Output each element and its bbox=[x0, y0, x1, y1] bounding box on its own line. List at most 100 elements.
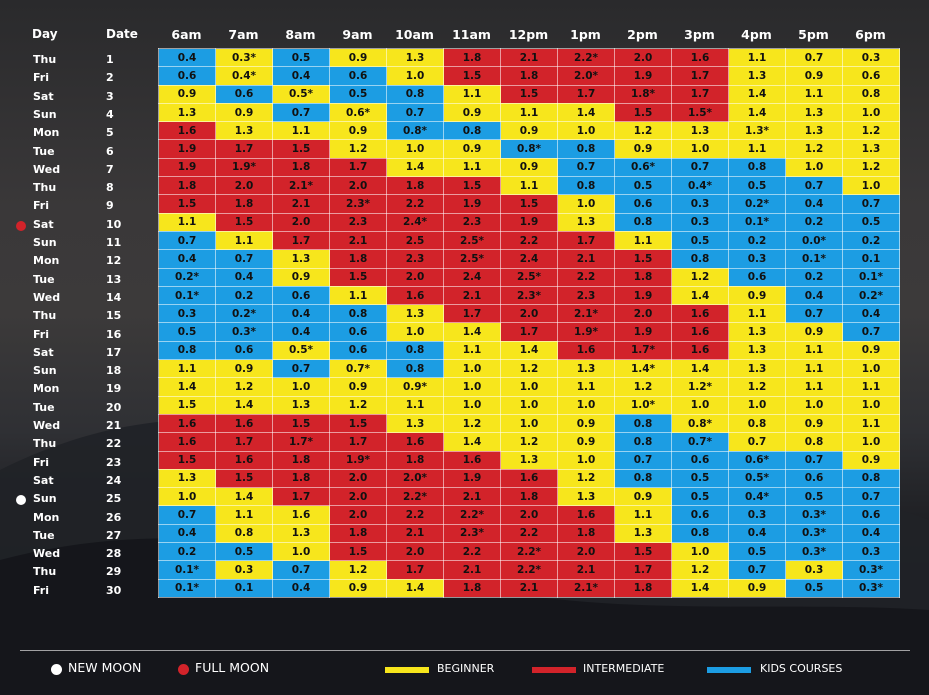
table-row: 1.5 1.6 1.8 1.9* 1.8 1.6 1.3 1.0 0.7 0.6 0.6* 0.7 0.… bbox=[158, 450, 900, 470]
schedule-cell: 1.4 bbox=[671, 578, 729, 598]
row-label: Thu 22 bbox=[0, 435, 158, 453]
schedule-cell: 0.9 bbox=[557, 413, 615, 434]
schedule-cell: 1.5 bbox=[215, 212, 273, 232]
schedule-cell: 2.3 bbox=[329, 212, 387, 232]
schedule-cell: 1.1 bbox=[842, 413, 900, 434]
schedule-cell: 2.3* bbox=[329, 194, 387, 214]
schedule-cell: 0.6 bbox=[158, 66, 216, 86]
row-label: Tue 13 bbox=[0, 271, 158, 289]
schedule-cell: 0.2 bbox=[842, 230, 900, 251]
schedule-cell: 2.0 bbox=[614, 47, 672, 68]
schedule-cell: 0.9 bbox=[557, 432, 615, 452]
schedule-cell: 1.2 bbox=[329, 560, 387, 580]
schedule-cell: 2.2 bbox=[443, 542, 501, 562]
table-row: 0.6 0.4* 0.4 0.6 1.0 1.5 1.8 2.0* 1.9 1.7 1.3 0.9 0.… bbox=[158, 66, 900, 86]
schedule-cell: 1.7 bbox=[443, 304, 501, 324]
schedule-cell: 1.7 bbox=[671, 66, 729, 86]
schedule-cell: 1.9 bbox=[614, 322, 672, 342]
day-label: Mon bbox=[33, 510, 60, 524]
row-label: Tue 6 bbox=[0, 143, 158, 161]
date-label: 16 bbox=[106, 327, 122, 341]
schedule-cell: 2.3* bbox=[500, 285, 558, 306]
schedule-cell: 1.2 bbox=[614, 377, 672, 397]
day-label: Thu bbox=[33, 437, 57, 451]
schedule-cell: 1.1 bbox=[785, 359, 843, 379]
schedule-cell: 1.4 bbox=[443, 322, 501, 342]
schedule-cell: 1.1 bbox=[500, 176, 558, 196]
schedule-cell: 2.1 bbox=[557, 560, 615, 580]
schedule-cell: 0.4 bbox=[785, 285, 843, 306]
row-label: Sat 3 bbox=[0, 88, 158, 106]
row-label: Mon 19 bbox=[0, 380, 158, 398]
schedule-cell: 1.8 bbox=[272, 157, 330, 178]
new-moon-icon bbox=[51, 664, 62, 675]
schedule-cell: 2.0 bbox=[386, 267, 444, 287]
schedule-cell: 0.6 bbox=[842, 505, 900, 525]
schedule-cell: 0.5 bbox=[614, 176, 672, 196]
schedule-cell: 1.6 bbox=[386, 285, 444, 306]
full-moon-label: FULL MOON bbox=[195, 660, 270, 675]
table-row: 1.9 1.9* 1.8 1.7 1.4 1.1 0.9 0.7 0.6* 0.7 0.8 1.0 1.… bbox=[158, 157, 900, 178]
schedule-cell: 1.5 bbox=[443, 66, 501, 86]
schedule-cell: 0.7 bbox=[158, 505, 216, 525]
schedule-cell: 1.8 bbox=[443, 578, 501, 598]
schedule-cell: 1.3 bbox=[557, 359, 615, 379]
schedule-cell: 0.7 bbox=[842, 322, 900, 342]
schedule-cell: 1.1 bbox=[443, 340, 501, 361]
schedule-cell: 1.3 bbox=[272, 395, 330, 415]
divider bbox=[20, 650, 910, 651]
schedule-cell: 0.5 bbox=[785, 578, 843, 598]
schedule-cell: 0.7 bbox=[728, 560, 786, 580]
schedule-cell: 1.2 bbox=[557, 468, 615, 489]
table-row: 0.8 0.6 0.5* 0.6 0.8 1.1 1.4 1.6 1.7* 1.6 1.3 1.1 0.… bbox=[158, 340, 900, 361]
schedule-cell: 0.4* bbox=[215, 66, 273, 86]
schedule-cell: 1.3 bbox=[386, 304, 444, 324]
schedule-cell: 1.3 bbox=[614, 523, 672, 544]
schedule-cell: 1.6 bbox=[272, 505, 330, 525]
table-row: 0.3 0.2* 0.4 0.8 1.3 1.7 2.0 2.1* 2.0 1.6 1.1 0.7 0.… bbox=[158, 304, 900, 324]
schedule-cell: 1.8* bbox=[614, 84, 672, 104]
table-row: 1.1 1.5 2.0 2.3 2.4* 2.3 1.9 1.3 0.8 0.3 0.1* 0.2 0.… bbox=[158, 212, 900, 232]
date-label: 30 bbox=[106, 583, 122, 597]
table-row: 1.3 0.9 0.7 0.6* 0.7 0.9 1.1 1.4 1.5 1.5* 1.4 1.3 1.… bbox=[158, 102, 900, 123]
schedule-cell: 0.9 bbox=[842, 450, 900, 470]
schedule-cell: 1.9 bbox=[443, 468, 501, 489]
schedule-cell: 1.0 bbox=[443, 395, 501, 415]
schedule-cell: 0.9 bbox=[785, 413, 843, 434]
date-label: 9 bbox=[106, 199, 114, 213]
schedule-cell: 0.9 bbox=[614, 139, 672, 159]
schedule-cell: 0.2* bbox=[158, 267, 216, 287]
day-label: Sun bbox=[33, 107, 57, 121]
schedule-cell: 0.9 bbox=[614, 487, 672, 507]
date-label: 25 bbox=[106, 492, 122, 506]
schedule-cell: 0.8 bbox=[386, 359, 444, 379]
time-header: 3pm bbox=[684, 27, 715, 42]
day-label: Thu bbox=[33, 53, 57, 66]
schedule-cell: 0.9 bbox=[500, 157, 558, 178]
schedule-cell: 1.7 bbox=[215, 139, 273, 159]
table-row: 1.6 1.3 1.1 0.9 0.8* 0.8 0.9 1.0 1.2 1.3 1.3* 1.3 1.… bbox=[158, 121, 900, 141]
schedule-cell: 1.1 bbox=[158, 359, 216, 379]
schedule-cell: 2.2* bbox=[500, 542, 558, 562]
schedule-cell: 1.7 bbox=[557, 84, 615, 104]
schedule-cell: 1.0 bbox=[557, 395, 615, 415]
schedule-cell: 0.8* bbox=[500, 139, 558, 159]
schedule-cell: 0.4 bbox=[272, 66, 330, 86]
day-label: Fri bbox=[33, 71, 50, 85]
schedule-cell: 1.2 bbox=[329, 395, 387, 415]
schedule-cell: 0.3* bbox=[215, 322, 273, 342]
time-header: 1pm bbox=[570, 27, 601, 42]
schedule-cell: 1.7 bbox=[272, 230, 330, 251]
schedule-cell: 0.9 bbox=[443, 139, 501, 159]
schedule-cell: 0.5* bbox=[272, 340, 330, 361]
schedule-cell: 0.4 bbox=[842, 304, 900, 324]
day-label: Fri bbox=[33, 455, 50, 469]
schedule-cell: 0.8 bbox=[557, 176, 615, 196]
date-label: 3 bbox=[106, 89, 114, 103]
date-label: 20 bbox=[106, 400, 122, 414]
schedule-cell: 2.1 bbox=[557, 249, 615, 269]
schedule-cell: 0.7* bbox=[329, 359, 387, 379]
schedule-cell: 1.8 bbox=[272, 468, 330, 489]
day-label: Wed bbox=[33, 162, 61, 176]
schedule-cell: 0.9 bbox=[272, 267, 330, 287]
